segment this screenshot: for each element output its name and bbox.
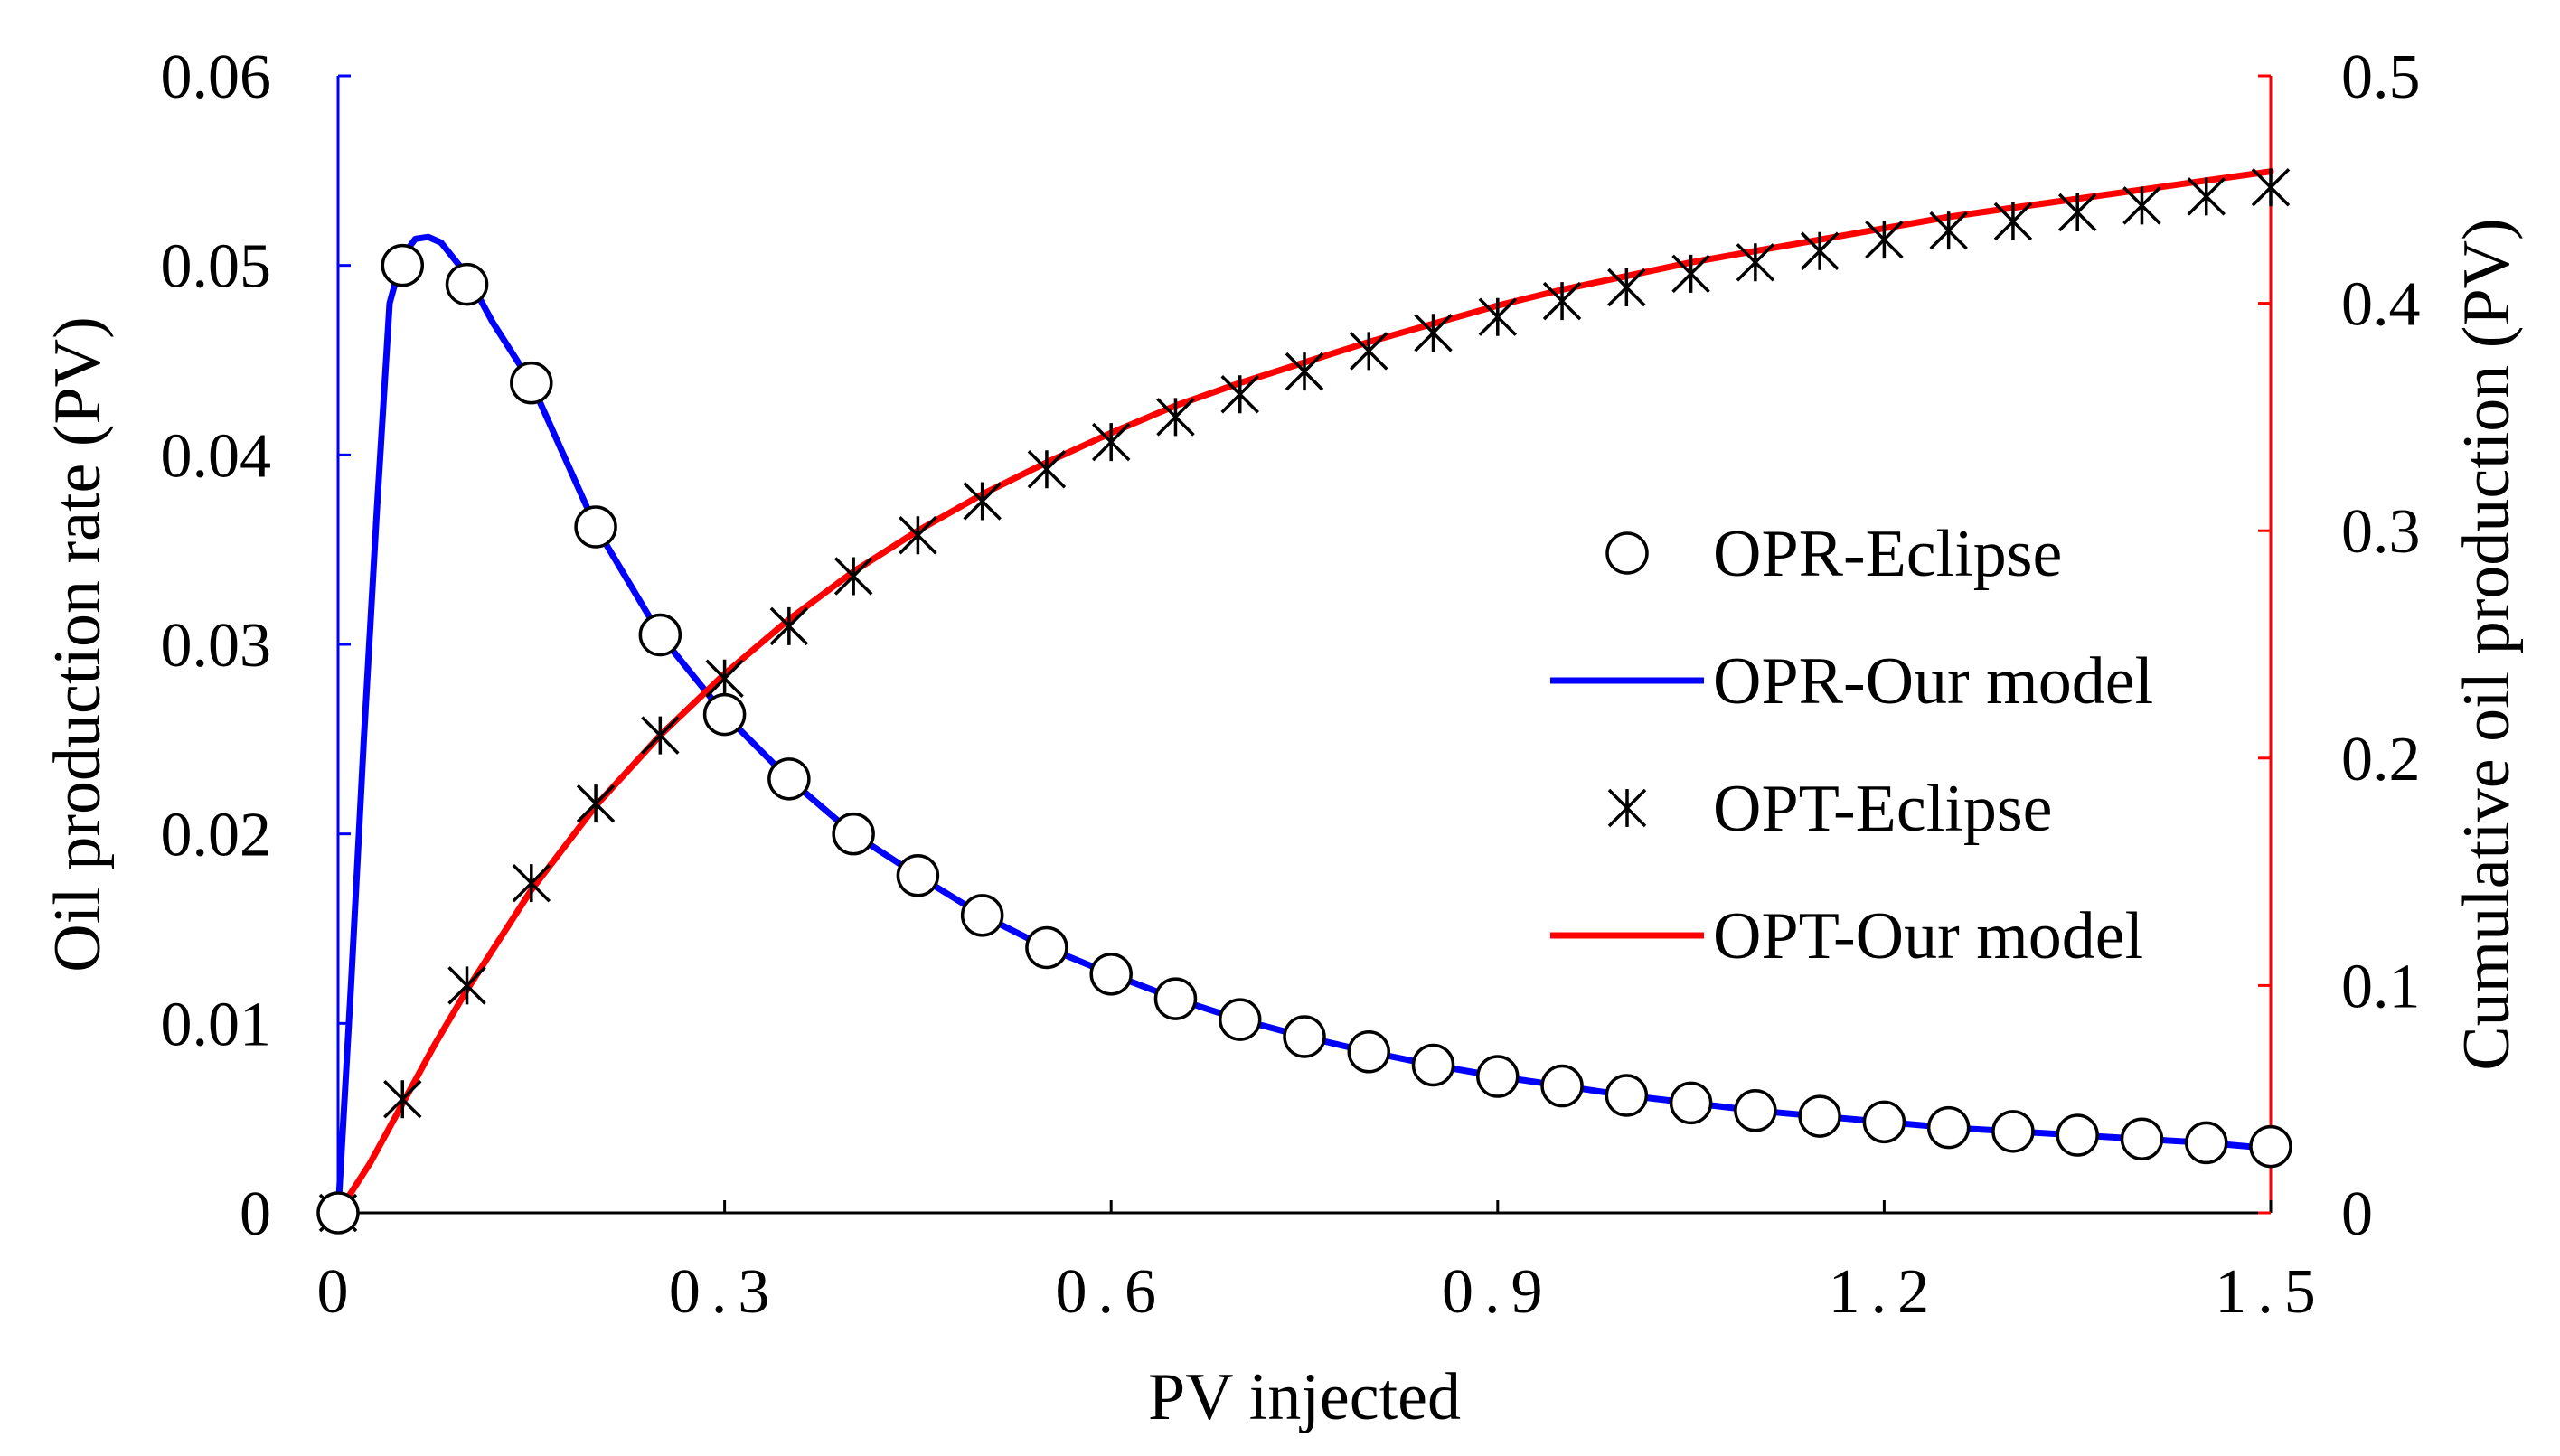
opt-eclipse-point xyxy=(1993,202,2033,241)
y-right-tick-label: 0.3 xyxy=(2341,497,2421,567)
opt-eclipse-point xyxy=(769,606,809,646)
opt-eclipse-point xyxy=(1285,352,1324,391)
opt-eclipse-point xyxy=(705,659,744,698)
y-left-tick-label: 0.05 xyxy=(161,232,272,302)
opt-eclipse-point xyxy=(1736,243,1775,282)
opr-eclipse-point xyxy=(638,613,682,657)
y-right-tick-label: 0.5 xyxy=(2341,42,2421,112)
opt-eclipse-point xyxy=(1607,268,1646,307)
y-right-tick-label: 0.2 xyxy=(2341,725,2421,794)
opt-eclipse-point xyxy=(1156,398,1195,437)
opt-eclipse-point xyxy=(1929,211,1968,250)
x-axis-title: PV injected xyxy=(1148,1360,1461,1434)
y-axis-right-title: Cumulative oil production (PV) xyxy=(2450,218,2524,1070)
legend-swatch-opr-eclipse xyxy=(1605,531,1649,575)
opt-eclipse-point xyxy=(1865,220,1904,259)
legend-label: OPR-Our model xyxy=(1713,644,2153,719)
opt-eclipse-point xyxy=(641,716,680,755)
opt-eclipse-point xyxy=(383,1079,422,1119)
opr-eclipse-point xyxy=(832,812,875,856)
y-left-tick-label: 0.04 xyxy=(161,421,272,491)
opt-eclipse-point xyxy=(899,515,937,555)
opr-eclipse-point xyxy=(1669,1081,1713,1125)
opr-eclipse-point xyxy=(1025,925,1068,970)
x-tick-label: 0.3 xyxy=(669,1257,781,1327)
opt-eclipse-point xyxy=(576,784,616,823)
opr-eclipse-point xyxy=(1798,1094,1841,1138)
opt-eclipse-point xyxy=(1220,375,1259,414)
opr-eclipse-point xyxy=(1283,1015,1326,1058)
opt-eclipse-point xyxy=(1091,422,1131,462)
opr-eclipse-point xyxy=(1476,1055,1520,1098)
y-left-tick-label: 0.06 xyxy=(161,42,272,112)
opt-eclipse-point xyxy=(2057,193,2097,232)
legend-label: OPT-Our model xyxy=(1713,899,2143,973)
legend-label: OPR-Eclipse xyxy=(1713,517,2062,591)
opt-eclipse-point xyxy=(833,557,873,596)
opr-eclipse-point xyxy=(2120,1117,2164,1160)
legend: OPR-Eclipse OPR-Our model OPT-Eclipse OPT-O… xyxy=(1550,517,2153,973)
opr-eclipse-point xyxy=(767,757,811,801)
opr-eclipse-point xyxy=(1734,1089,1777,1132)
opr-eclipse-point xyxy=(1540,1064,1584,1108)
opr-eclipse-point xyxy=(510,361,553,405)
opr-eclipse-point xyxy=(1991,1110,2035,1153)
y-axis-left-title: Oil production rate (PV) xyxy=(41,316,115,972)
x-tick-label: 1.5 xyxy=(2215,1257,2327,1327)
plot-area xyxy=(316,168,2292,1235)
opr-eclipse-point xyxy=(2056,1113,2099,1157)
axes xyxy=(336,74,2273,1215)
opr-eclipse-point xyxy=(1926,1105,1971,1150)
axis-labels: 0 0.3 0.6 0.9 1.2 1.500.010.020.030.040.050.0… xyxy=(41,42,2524,1434)
y-right-tick-label: 0 xyxy=(2341,1179,2373,1249)
opr-eclipse-point xyxy=(1218,998,1262,1041)
opr-eclipse-point xyxy=(1089,953,1133,996)
opt-eclipse-point xyxy=(512,863,551,903)
opt-eclipse-point xyxy=(2187,177,2226,216)
opr-eclipse-point xyxy=(896,854,940,897)
opr-eclipse-point xyxy=(574,505,617,549)
legend-label: OPT-Eclipse xyxy=(1713,772,2052,846)
opr-eclipse-point xyxy=(445,262,489,306)
opt-eclipse-point xyxy=(1350,332,1388,371)
opr-eclipse-point xyxy=(2184,1121,2228,1165)
y-left-tick-label: 0.03 xyxy=(161,611,272,681)
x-tick-label: 1.2 xyxy=(1829,1257,1941,1327)
x-tick-label: 0.9 xyxy=(1442,1257,1554,1327)
y-right-tick-label: 0.1 xyxy=(2341,952,2421,1021)
opr-eclipse-point xyxy=(1153,977,1198,1020)
opr-eclipse-point xyxy=(702,692,747,737)
opr-eclipse-point xyxy=(1605,1074,1649,1117)
y-right-tick-label: 0.4 xyxy=(2341,270,2421,340)
x-tick-label: 0.6 xyxy=(1055,1257,1167,1327)
x-tick-label: 0 xyxy=(317,1257,360,1327)
opr-eclipse-point xyxy=(2249,1124,2292,1169)
opr-eclipse-point xyxy=(381,243,425,287)
opr-eclipse-point xyxy=(1411,1043,1455,1087)
opt-eclipse-point xyxy=(1542,281,1582,321)
y-left-tick-label: 0 xyxy=(240,1179,271,1249)
opr-eclipse-point xyxy=(1862,1100,1906,1144)
y-left-tick-label: 0.01 xyxy=(161,990,272,1059)
opt-eclipse-point xyxy=(1414,314,1453,352)
opr-eclipse-point xyxy=(960,894,1004,937)
y-left-tick-label: 0.02 xyxy=(161,801,272,870)
opt-eclipse-point xyxy=(1800,231,1840,270)
opt-eclipse-point xyxy=(2122,186,2161,225)
opr-eclipse-point xyxy=(316,1191,360,1235)
opt-eclipse-point xyxy=(1478,297,1518,336)
opr-eclipse-point xyxy=(1347,1030,1391,1074)
opt-eclipse-point xyxy=(2251,168,2291,207)
opt-eclipse-point xyxy=(1671,254,1710,294)
opt-eclipse-point xyxy=(1027,450,1067,489)
opt-eclipse-point xyxy=(963,482,1002,521)
opt-eclipse-point xyxy=(447,966,486,1005)
legend-swatch-opt-eclipse xyxy=(1607,788,1647,828)
